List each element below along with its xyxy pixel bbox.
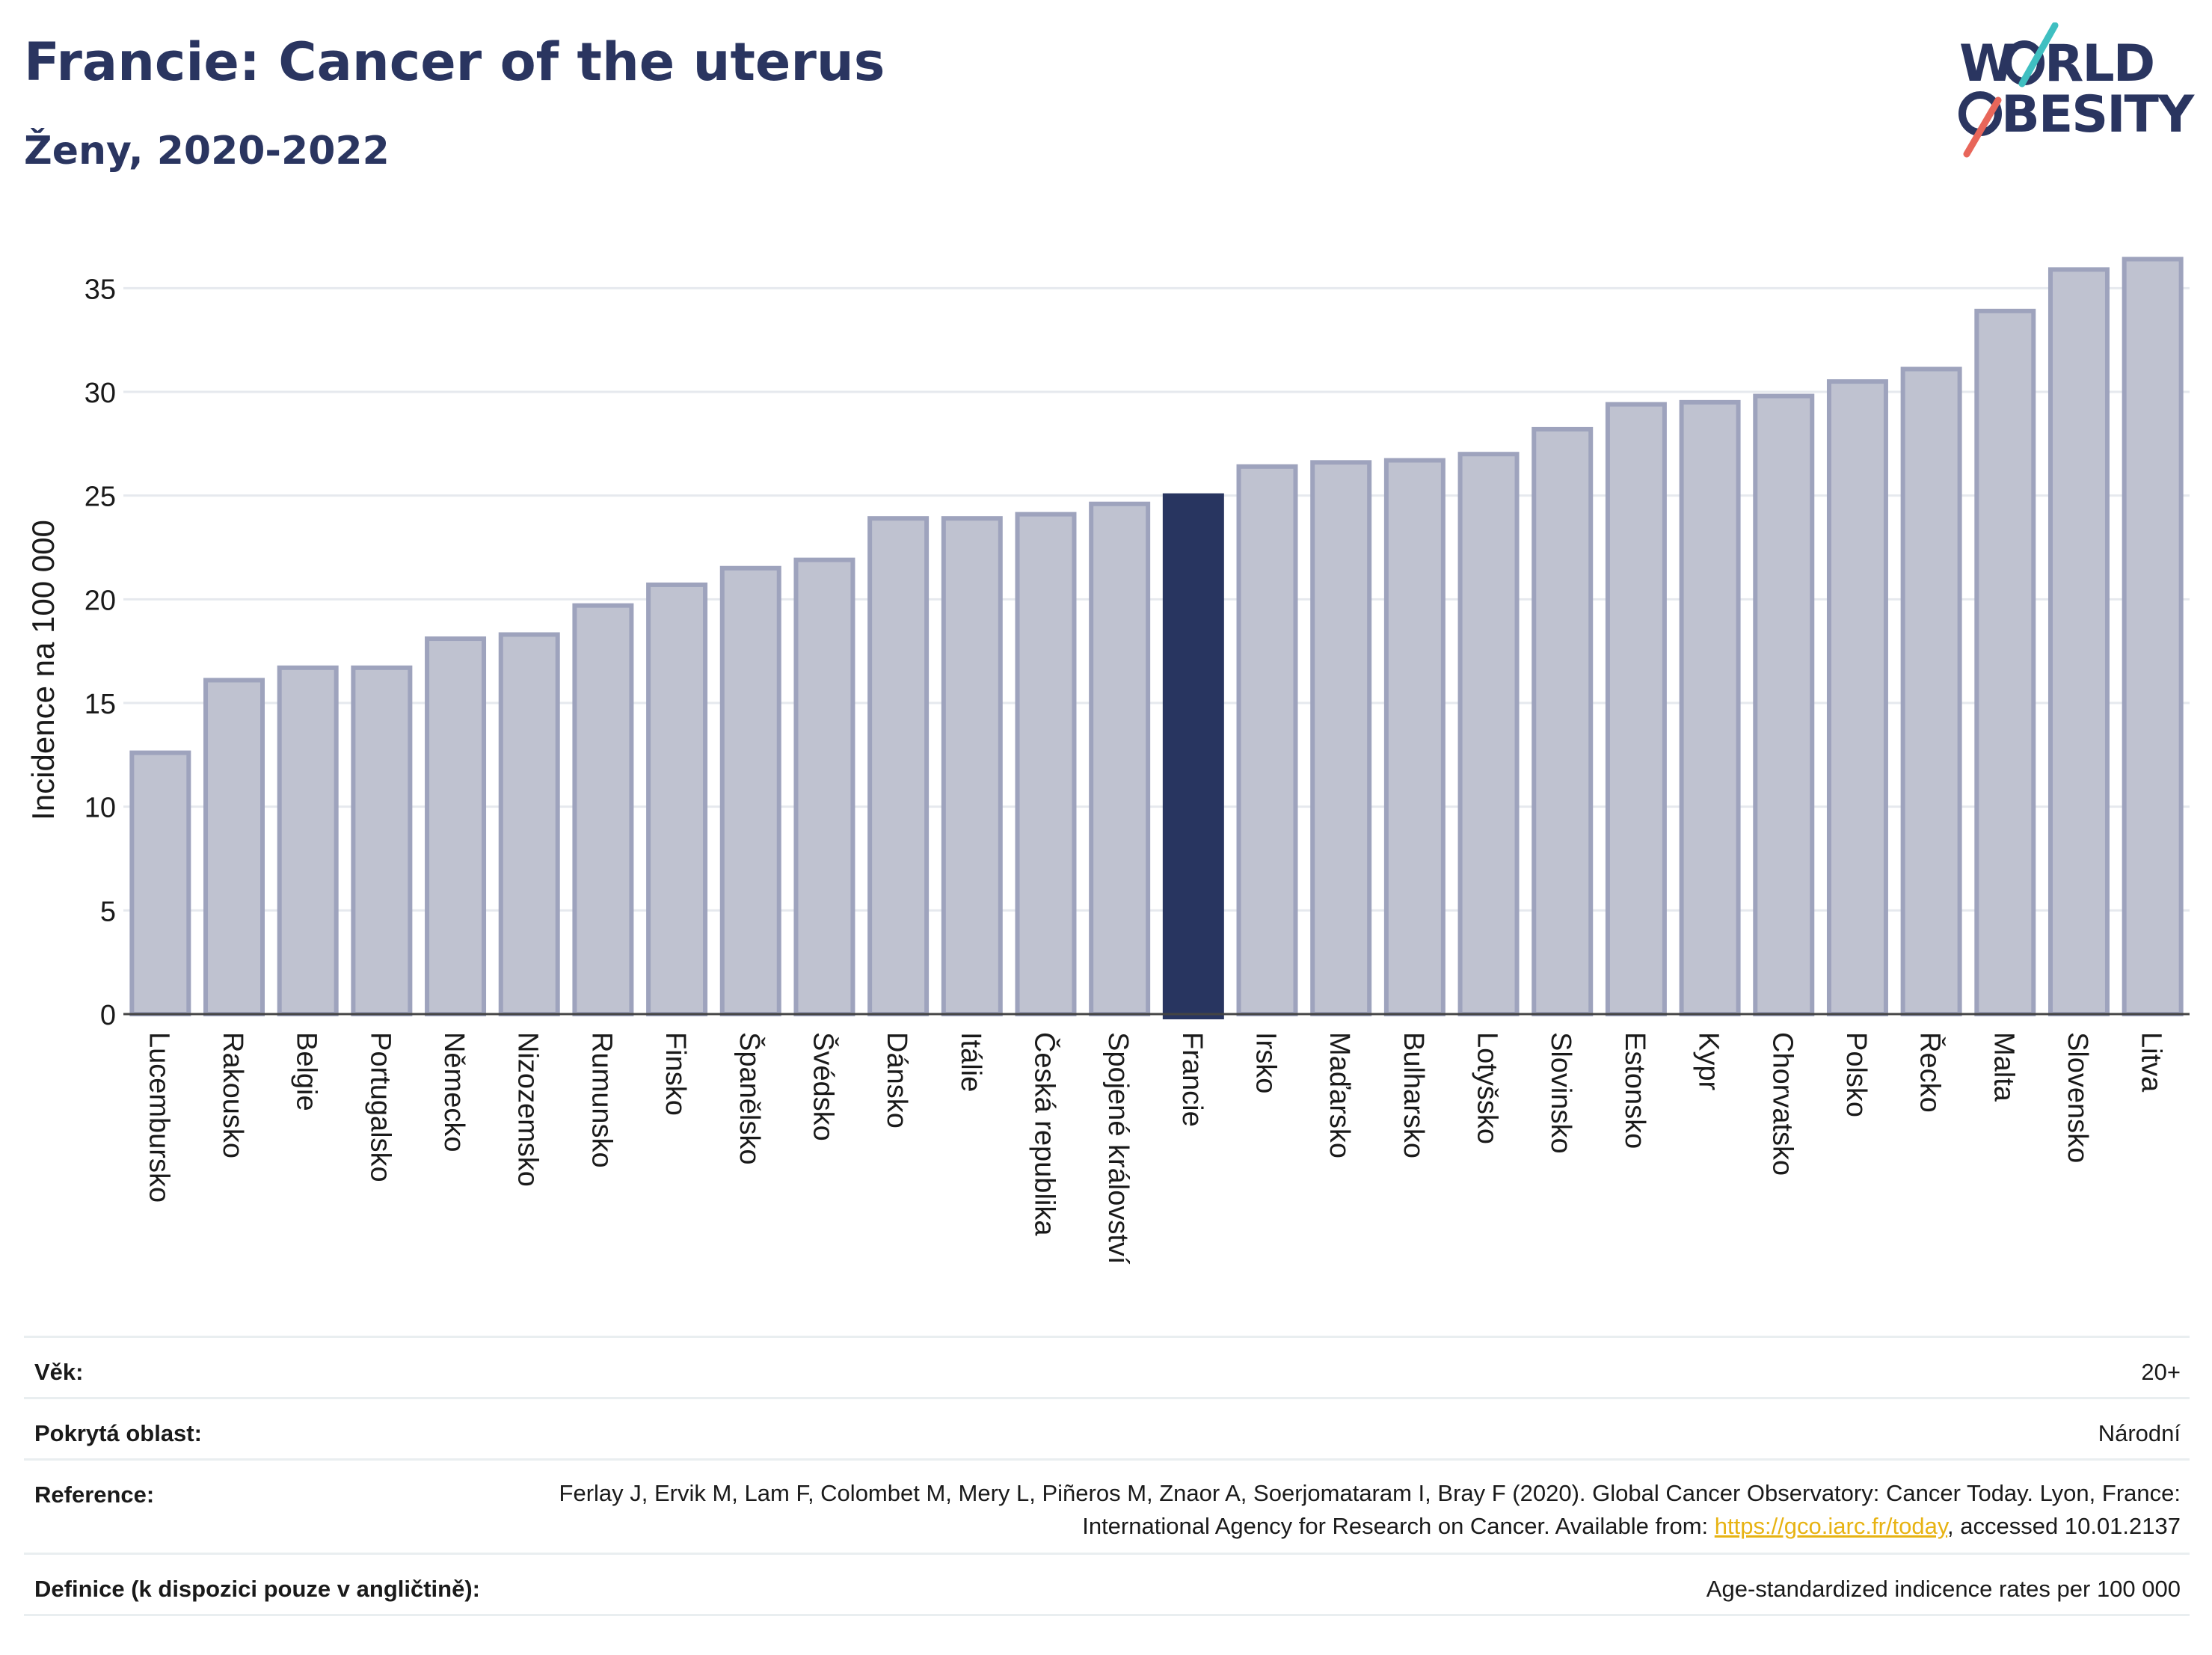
bar-22 bbox=[1753, 393, 1815, 1016]
x-tick-label: Lotyšsko bbox=[1472, 1032, 1503, 1144]
x-tick-label: Švédsko bbox=[807, 1032, 840, 1141]
x-tick-label: Rumunsko bbox=[586, 1032, 617, 1168]
y-tick-label: 0 bbox=[100, 1000, 116, 1031]
x-tick-label: Finsko bbox=[660, 1032, 691, 1116]
bar-13 bbox=[1089, 501, 1151, 1016]
x-tick-label: Maďarsko bbox=[1324, 1032, 1355, 1158]
reference-text: Ferlay J, Ervik M, Lam F, Colombet M, Me… bbox=[559, 1480, 2181, 1539]
info-label-definition: Definice (k dispozici pouze v angličtině… bbox=[34, 1576, 480, 1602]
bar-11 bbox=[941, 516, 1003, 1016]
x-tick-label: Řecko bbox=[1914, 1032, 1947, 1113]
x-tick-label: Nizozemsko bbox=[512, 1032, 544, 1187]
bar-4 bbox=[425, 636, 487, 1016]
bar-16 bbox=[1310, 460, 1372, 1016]
y-tick-label: 15 bbox=[85, 689, 116, 720]
info-value-definition: Age-standardized indicence rates per 100… bbox=[1706, 1576, 2181, 1602]
x-tick-label: Spojené království bbox=[1102, 1032, 1134, 1265]
x-tick-label: Bulharsko bbox=[1398, 1032, 1429, 1158]
x-tick-label: Španělsko bbox=[734, 1032, 766, 1164]
bar-7 bbox=[646, 582, 708, 1016]
x-tick-label: Chorvatsko bbox=[1766, 1032, 1798, 1176]
bar-6 bbox=[572, 603, 634, 1016]
bar-18 bbox=[1457, 452, 1520, 1016]
bar-chart: 0 5 10 15 20 25 30 35 Lucembursko Rakousko Belgie… bbox=[25, 257, 2190, 1265]
bar-12 bbox=[1015, 512, 1077, 1016]
page-title: Francie: Cancer of the uterus bbox=[24, 31, 885, 93]
bar-0 bbox=[129, 750, 191, 1016]
x-tick-label: Lucembursko bbox=[143, 1032, 174, 1203]
bar-23 bbox=[1826, 379, 1888, 1016]
info-row-reference: Reference: Ferlay J, Ervik M, Lam F, Col… bbox=[24, 1458, 2190, 1555]
bar-21 bbox=[1679, 399, 1741, 1016]
reference-link[interactable]: https://gco.iarc.fr/today bbox=[1714, 1513, 1948, 1539]
y-tick-label: 35 bbox=[85, 274, 116, 305]
x-tick-label: Slovinsko bbox=[1545, 1032, 1576, 1154]
info-row-age: Věk: 20+ bbox=[24, 1336, 2190, 1399]
x-tick-label: Litva bbox=[2136, 1032, 2167, 1093]
info-value-reference: Ferlay J, Ervik M, Lam F, Colombet M, Me… bbox=[461, 1477, 2181, 1543]
x-tick-label: Irsko bbox=[1250, 1032, 1282, 1093]
svg-text:RLD: RLD bbox=[2044, 34, 2154, 93]
x-tick-label: Rakousko bbox=[217, 1032, 248, 1158]
bar-24 bbox=[1900, 366, 1962, 1016]
x-tick-label: Polsko bbox=[1840, 1032, 1872, 1117]
y-tick-label: 25 bbox=[85, 482, 116, 513]
info-value-coverage: Národní bbox=[2098, 1420, 2181, 1446]
bar-1 bbox=[203, 678, 265, 1016]
page-subtitle: Ženy, 2020-2022 bbox=[24, 129, 390, 174]
info-row-end bbox=[24, 1614, 2190, 1616]
x-tick-label: Slovensko bbox=[2062, 1032, 2093, 1163]
x-tick-label: Malta bbox=[1988, 1032, 2019, 1102]
info-row-coverage: Pokrytá oblast: Národní bbox=[24, 1397, 2190, 1461]
x-tick-label: Portugalsko bbox=[364, 1032, 396, 1182]
bar-26 bbox=[2047, 267, 2110, 1016]
x-tick-label: Francie bbox=[1176, 1032, 1208, 1127]
x-tick-label: Dánsko bbox=[881, 1032, 912, 1129]
svg-text:BESITY: BESITY bbox=[2001, 85, 2195, 144]
info-row-definition: Definice (k dispozici pouze v angličtině… bbox=[24, 1553, 2190, 1616]
reference-accessed: , accessed 10.01.2137 bbox=[1947, 1513, 2181, 1539]
bar-20 bbox=[1605, 402, 1667, 1016]
x-tick-label: Kypr bbox=[1693, 1032, 1724, 1090]
x-tick-label: Německo bbox=[438, 1032, 470, 1152]
x-tick-label: Estonsko bbox=[1619, 1032, 1650, 1149]
x-tick-label: Belgie bbox=[291, 1032, 322, 1111]
y-tick-label: 30 bbox=[85, 378, 116, 409]
info-value-age: 20+ bbox=[2141, 1359, 2181, 1385]
y-tick-label: 5 bbox=[100, 896, 116, 927]
y-tick-label: 10 bbox=[85, 793, 116, 824]
info-label-reference: Reference: bbox=[34, 1481, 155, 1508]
info-label-age: Věk: bbox=[34, 1359, 84, 1385]
y-axis-label: Incidence na 100 000 bbox=[25, 520, 61, 820]
bar-8 bbox=[719, 565, 781, 1016]
info-label-coverage: Pokrytá oblast: bbox=[34, 1420, 202, 1446]
bar-27 bbox=[2122, 257, 2184, 1016]
x-tick-label: Česká republika bbox=[1028, 1032, 1061, 1236]
bar-19 bbox=[1531, 426, 1594, 1016]
bar-25 bbox=[1974, 308, 2036, 1016]
y-axis-ticks: 0 5 10 15 20 25 30 35 bbox=[85, 274, 116, 1031]
world-obesity-logo: W RLD BESITY bbox=[1958, 22, 2196, 158]
x-axis-labels: Lucembursko Rakousko Belgie Portugalsko Něme… bbox=[143, 1032, 2166, 1265]
bars bbox=[129, 257, 2184, 1019]
bar-3 bbox=[351, 665, 413, 1016]
x-tick-label: Itálie bbox=[955, 1032, 986, 1092]
y-tick-label: 20 bbox=[85, 585, 116, 616]
bar-10 bbox=[867, 516, 930, 1016]
bar-2 bbox=[277, 665, 339, 1016]
bar-17 bbox=[1383, 458, 1446, 1016]
bar-5 bbox=[498, 632, 560, 1016]
bar-15 bbox=[1236, 464, 1298, 1016]
bar-14 bbox=[1162, 493, 1224, 1019]
bar-9 bbox=[793, 557, 855, 1016]
